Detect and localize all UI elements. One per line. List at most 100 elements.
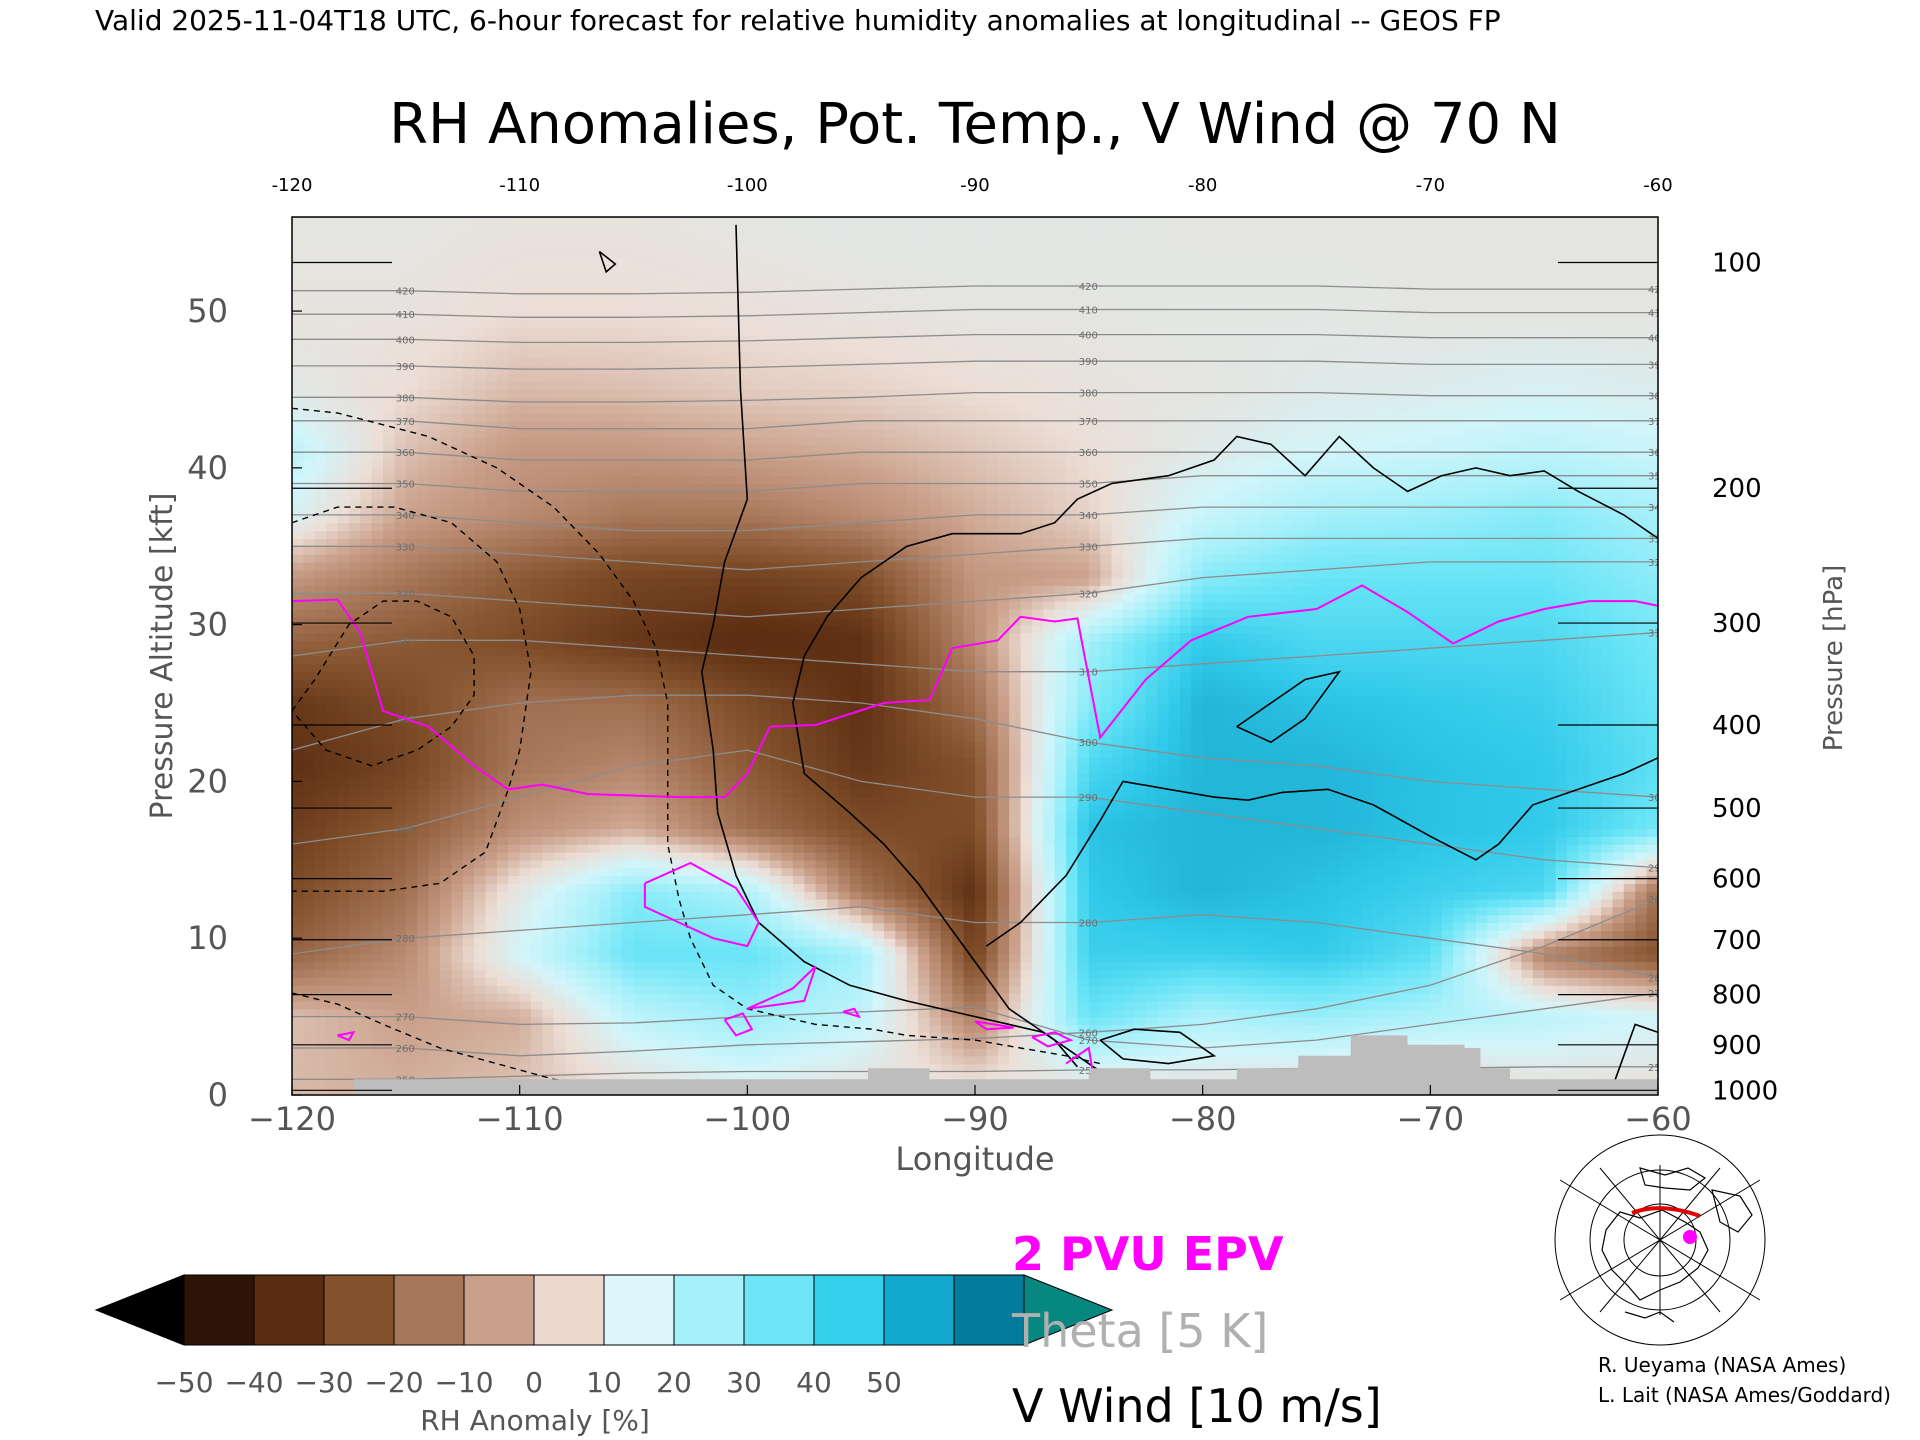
rh-cell: [553, 514, 566, 524]
rh-cell: [496, 663, 509, 673]
rh-cell: [758, 867, 771, 877]
rh-cell: [667, 248, 680, 257]
rh-cell: [576, 867, 589, 877]
rh-cell: [758, 773, 771, 783]
rh-cell: [326, 765, 339, 775]
rh-cell: [553, 561, 566, 571]
rh-cell: [667, 687, 680, 696]
rh-cell: [394, 491, 407, 500]
rh-cell: [348, 373, 361, 383]
rh-cell: [360, 938, 373, 947]
rh-cell: [747, 358, 760, 367]
rh-cell: [405, 334, 418, 344]
rh-cell: [314, 859, 327, 869]
rh-cell: [553, 977, 566, 986]
rh-cell: [405, 514, 418, 524]
rh-cell: [451, 828, 464, 837]
rh-cell: [531, 412, 544, 422]
rh-cell: [667, 953, 680, 963]
rh-cell: [337, 240, 350, 249]
rh-cell: [690, 412, 703, 422]
rh-cell: [679, 248, 692, 257]
rh-cell: [428, 867, 441, 877]
rh-cell: [394, 797, 407, 806]
rh-cell: [724, 491, 737, 500]
rh-cell: [383, 1047, 396, 1057]
rh-cell: [531, 224, 544, 234]
rh-cell: [781, 757, 794, 767]
rh-cell: [496, 695, 509, 704]
rh-cell: [758, 648, 771, 657]
rh-cell: [633, 718, 646, 728]
rh-cell: [337, 671, 350, 681]
rh-cell: [587, 695, 600, 704]
rh-cell: [690, 358, 703, 367]
rh-cell: [667, 303, 680, 312]
rh-cell: [326, 718, 339, 728]
rh-cell: [735, 906, 748, 916]
rh-cell: [587, 444, 600, 453]
rh-cell: [701, 961, 714, 971]
rh-cell: [474, 703, 487, 712]
rh-cell: [292, 993, 304, 1002]
rh-cell: [485, 561, 498, 571]
rh-cell: [394, 820, 407, 830]
rh-cell: [599, 373, 612, 383]
rh-cell: [314, 922, 327, 931]
rh-cell: [724, 679, 737, 688]
rh-cell: [519, 938, 532, 947]
rh-cell: [337, 1000, 350, 1010]
rh-cell: [462, 961, 475, 971]
rh-cell: [405, 703, 418, 712]
rh-cell: [576, 828, 589, 837]
rh-cell: [576, 381, 589, 391]
rh-cell: [348, 836, 361, 845]
rh-cell: [371, 538, 384, 547]
rh-cell: [576, 1047, 589, 1057]
rh-cell: [576, 538, 589, 547]
rh-cell: [701, 601, 714, 610]
rh-cell: [747, 765, 760, 775]
rh-cell: [747, 248, 760, 257]
rh-cell: [758, 946, 771, 955]
rh-cell: [314, 342, 327, 351]
rh-cell: [644, 224, 657, 234]
rh-cell: [633, 946, 646, 955]
rh-cell: [496, 946, 509, 955]
rh-cell: [360, 405, 373, 414]
rh-cell: [781, 452, 794, 461]
rh-cell: [724, 859, 737, 869]
rh-cell: [485, 397, 498, 406]
rh-cell: [758, 538, 771, 547]
rh-cell: [485, 656, 498, 665]
rh-cell: [542, 334, 555, 344]
rh-cell: [348, 264, 361, 273]
rh-cell: [394, 1071, 407, 1080]
rh-cell: [394, 601, 407, 610]
rh-cell: [758, 601, 771, 610]
rh-cell: [348, 812, 361, 822]
rh-cell: [599, 554, 612, 563]
rh-cell: [599, 930, 612, 939]
rh-cell: [326, 969, 339, 979]
rh-cell: [303, 742, 316, 751]
rh-cell: [542, 1063, 555, 1073]
rh-cell: [735, 1040, 748, 1049]
rh-cell: [292, 491, 304, 500]
rh-cell: [326, 632, 339, 641]
rh-cell: [405, 938, 418, 947]
rh-cell: [667, 475, 680, 485]
rh-cell: [565, 671, 578, 681]
rh-cell: [644, 844, 657, 853]
rh-cell: [770, 977, 783, 986]
rh-cell: [394, 1024, 407, 1033]
rh-cell: [417, 412, 430, 422]
rh-cell: [417, 601, 430, 610]
rh-cell: [679, 224, 692, 234]
rh-cell: [326, 851, 339, 861]
rh-cell: [314, 256, 327, 265]
rh-cell: [713, 851, 726, 861]
rh-cell: [587, 742, 600, 751]
rh-cell: [428, 428, 441, 438]
rh-cell: [451, 342, 464, 351]
